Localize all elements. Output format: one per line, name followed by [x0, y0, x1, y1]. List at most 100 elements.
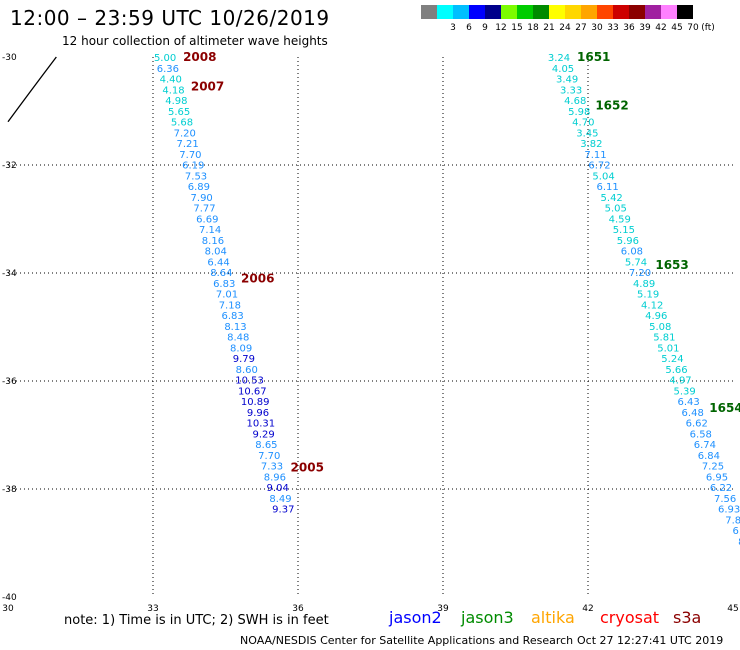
scale-swatch [677, 5, 693, 19]
time-label: 1654 [709, 401, 740, 415]
swh-value: 8.49 [269, 494, 291, 505]
swh-value: 9.96 [247, 408, 269, 419]
lat-tick-label: -38 [2, 485, 17, 495]
lon-tick-label: 42 [582, 604, 593, 614]
swh-value: 10.31 [246, 419, 275, 430]
swh-value: 6.58 [690, 429, 712, 440]
swh-value: 4.98 [165, 96, 187, 107]
swh-value: 8.96 [264, 472, 286, 483]
note-text: note: 1) Time is in UTC; 2) SWH is in fe… [64, 613, 329, 628]
swh-value: 6.22 [710, 483, 732, 494]
lon-tick-label: 36 [292, 604, 304, 614]
swh-value: 5.66 [665, 365, 687, 376]
legend-altika: altika [531, 608, 575, 627]
swh-value: 7.53 [185, 171, 207, 182]
swh-value: 5.74 [625, 257, 647, 268]
scale-swatch [565, 5, 581, 19]
swh-value: 7.56 [714, 494, 736, 505]
scale-label: 42 [655, 23, 667, 33]
swh-value: 4.96 [645, 311, 667, 322]
time-label: 2005 [291, 460, 324, 474]
lat-tick-label: -40 [2, 593, 17, 603]
swh-value: 10.53 [235, 376, 264, 387]
chart-title: 12:00 – 23:59 UTC 10/26/2019 [10, 6, 330, 30]
lon-tick-label: 45 [727, 604, 738, 614]
legend-cryosat: cryosat [600, 608, 660, 627]
time-label: 1651 [577, 50, 610, 64]
scale-label: 15 [511, 23, 523, 33]
scale-label: 18 [527, 23, 539, 33]
time-label: 2007 [191, 80, 224, 94]
scale-swatch [453, 5, 469, 19]
swh-value: 6.83 [222, 311, 244, 322]
swh-value: 10.89 [241, 397, 270, 408]
scale-label: 33 [607, 23, 619, 33]
swh-value: 3.49 [556, 75, 578, 86]
scale-swatch [629, 5, 645, 19]
swh-value: 4.97 [669, 376, 691, 387]
swh-value: 6.95 [706, 472, 728, 483]
scale-label: 9 [482, 23, 488, 33]
swh-value: 6.74 [694, 440, 716, 451]
scale-swatch [501, 5, 517, 19]
coastline [7, 56, 57, 123]
scale-label: 70 [687, 23, 699, 33]
swh-value: 7.70 [179, 150, 201, 161]
swh-value: 9.29 [252, 429, 274, 440]
swh-value: 6.19 [182, 161, 204, 172]
swh-value: 6. [732, 526, 740, 537]
lat-tick-label: -30 [2, 53, 17, 63]
swh-value: 5.39 [673, 386, 695, 397]
swh-value: 5.04 [592, 171, 614, 182]
swh-value: 9.04 [267, 483, 289, 494]
scale-swatch [581, 5, 597, 19]
swh-value: 3.24 [548, 53, 570, 64]
scale-label: 21 [543, 23, 555, 33]
swh-value: 5.81 [653, 333, 675, 344]
swh-value: 7.18 [219, 300, 241, 311]
swh-value: 5.15 [613, 225, 635, 236]
swh-value: 7.90 [191, 193, 213, 204]
swh-value: 8 [738, 537, 740, 548]
swh-value: 6.36 [157, 64, 179, 75]
time-label: 2008 [183, 50, 216, 64]
swh-value: 6.62 [686, 419, 708, 430]
swh-value: 8.48 [227, 333, 249, 344]
scale-swatch [597, 5, 613, 19]
swh-value: 7.14 [199, 225, 221, 236]
lat-tick-label: -36 [2, 377, 17, 387]
swh-value: 5.19 [637, 290, 659, 301]
swh-value: 3.33 [560, 85, 582, 96]
scale-label: 27 [575, 23, 587, 33]
scale-swatch [549, 5, 565, 19]
time-label: 1652 [595, 99, 628, 113]
swh-value: 4.59 [609, 214, 631, 225]
swh-value: 5.00 [154, 53, 176, 64]
scale-swatch [661, 5, 677, 19]
swh-value: 6.89 [188, 182, 210, 193]
swh-value: 6.93 [718, 505, 740, 516]
swh-value: 5.05 [605, 204, 627, 215]
footer-credit: NOAA/NESDIS Center for Satellite Applica… [240, 634, 574, 647]
swh-value: 3.82 [580, 139, 602, 150]
swh-value: 4.70 [572, 118, 594, 129]
scale-label: 3 [450, 23, 456, 33]
swh-value: 6.08 [621, 247, 643, 258]
swh-value: 6.69 [196, 214, 218, 225]
swh-value: 7.25 [702, 462, 724, 473]
swh-value: 8.65 [255, 440, 277, 451]
scale-label: 6 [466, 23, 472, 33]
swh-value: 7.21 [176, 139, 198, 150]
scale-label: 45 [671, 23, 683, 33]
scale-swatch [437, 5, 453, 19]
swh-value: 5.68 [171, 118, 193, 129]
lat-tick-label: -32 [2, 161, 17, 171]
scale-swatch [613, 5, 629, 19]
swh-value: 5.96 [617, 236, 639, 247]
swh-value: 6.43 [678, 397, 700, 408]
swh-value: 9.37 [272, 505, 294, 516]
swh-value: 5.65 [168, 107, 190, 118]
swh-value: 7.20 [174, 128, 196, 139]
swh-value: 7.11 [584, 150, 606, 161]
